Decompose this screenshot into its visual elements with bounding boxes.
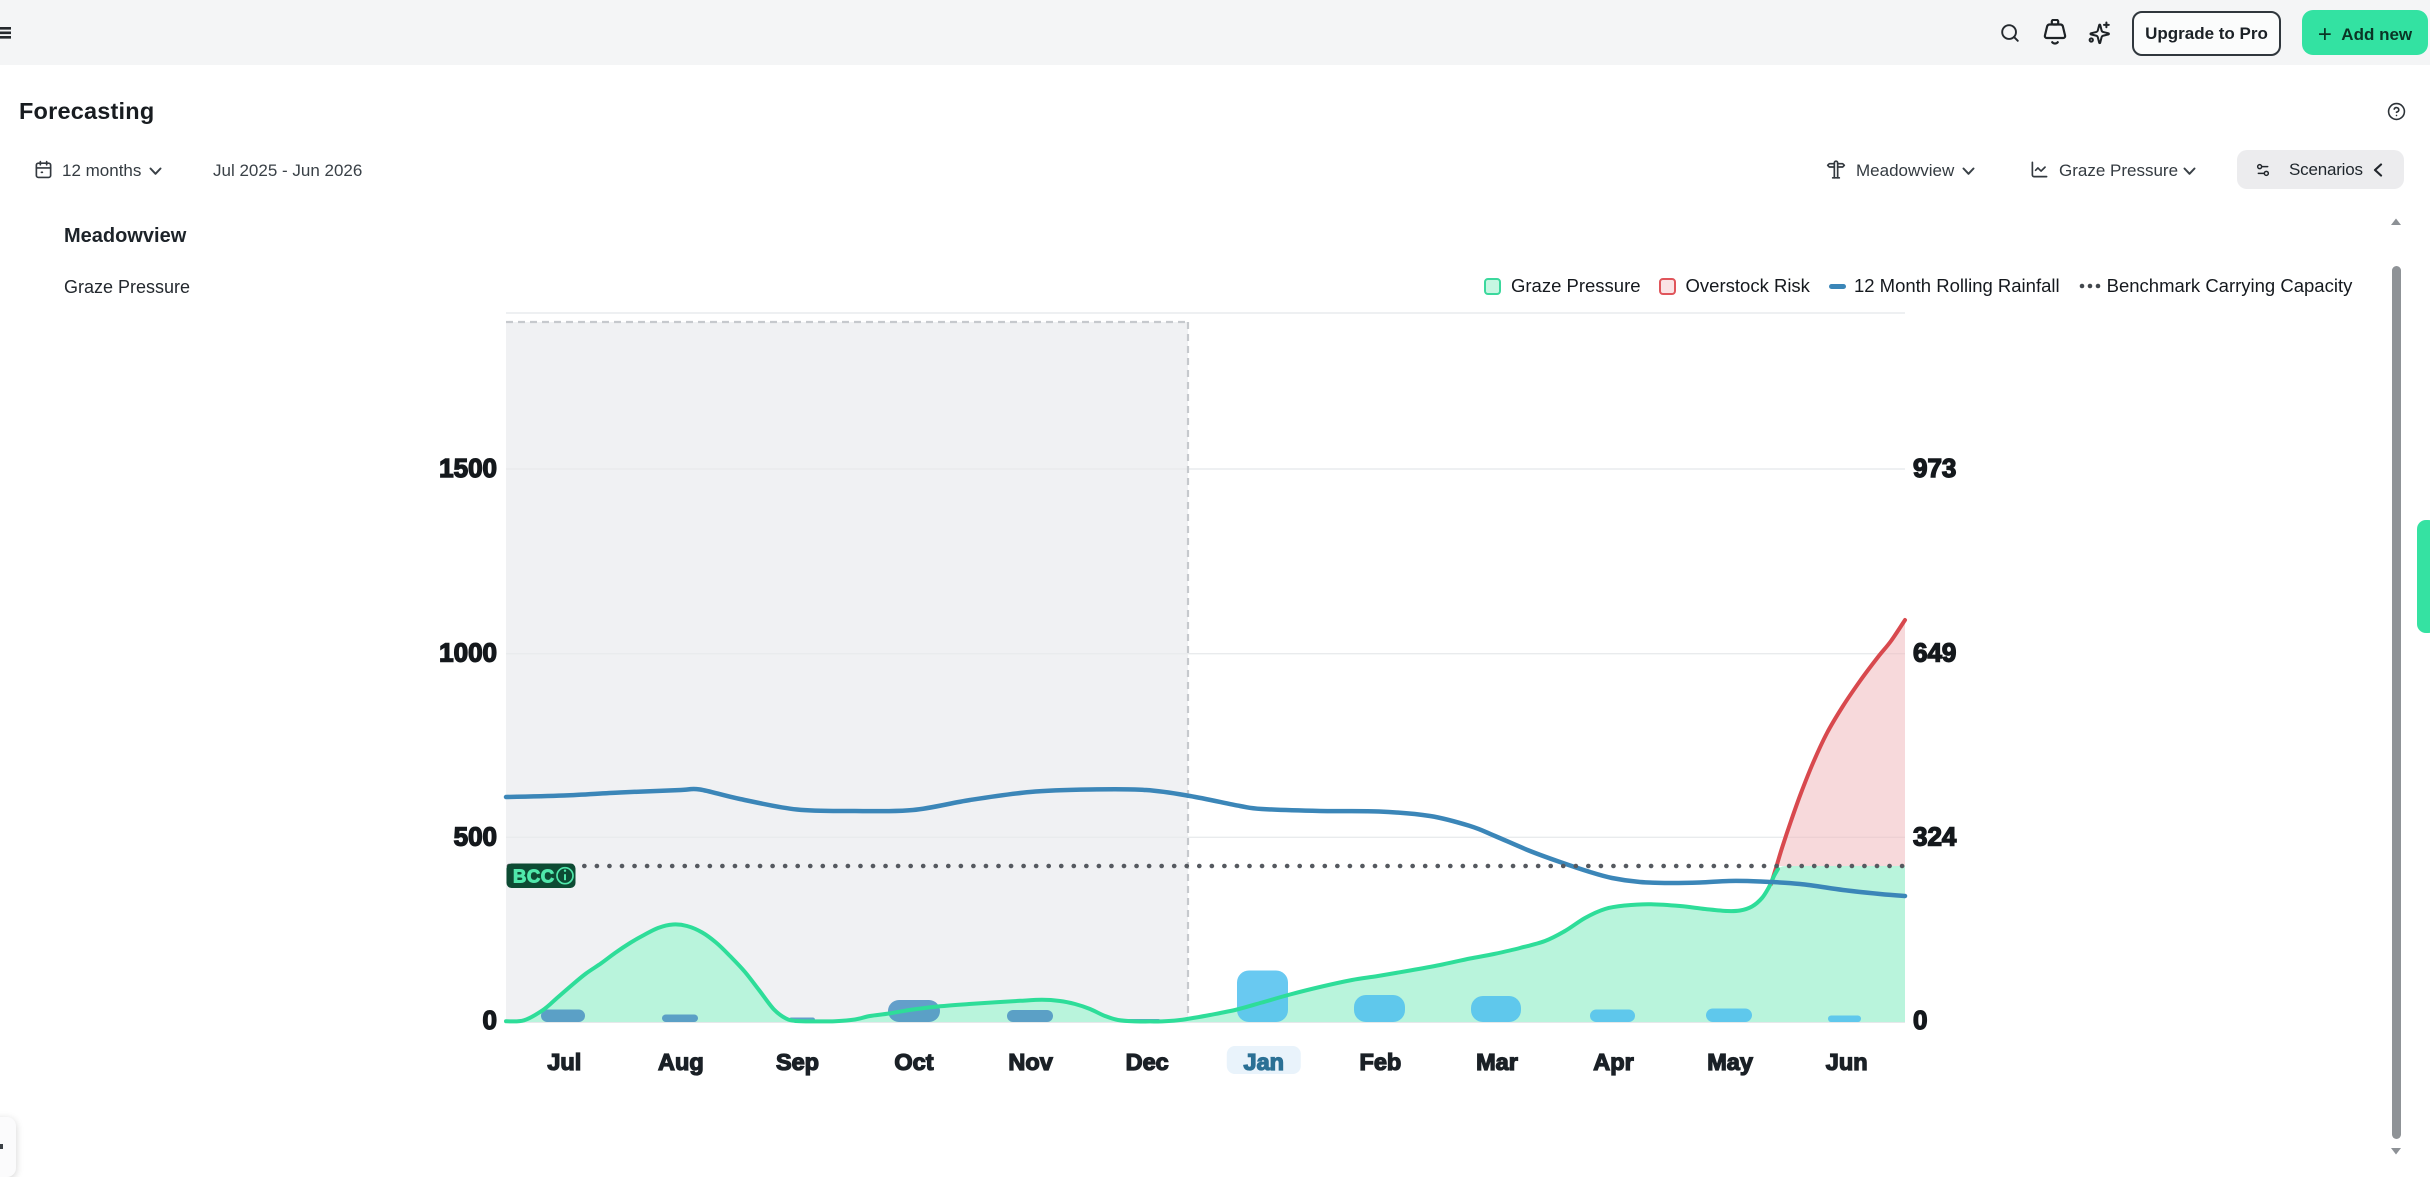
svg-text:Jan: Jan <box>1244 1049 1285 1075</box>
svg-text:Mar: Mar <box>1476 1049 1518 1075</box>
svg-text:Dec: Dec <box>1126 1049 1169 1075</box>
svg-text:973: 973 <box>1913 453 1956 483</box>
svg-text:Oct: Oct <box>894 1049 933 1075</box>
svg-text:Sep: Sep <box>776 1049 819 1075</box>
svg-text:Apr: Apr <box>1593 1049 1633 1075</box>
svg-text:324: 324 <box>1913 821 1957 851</box>
svg-text:May: May <box>1707 1049 1753 1075</box>
svg-text:1500: 1500 <box>439 453 497 483</box>
svg-text:Nov: Nov <box>1008 1049 1052 1075</box>
svg-text:500: 500 <box>454 821 497 851</box>
svg-text:0: 0 <box>483 1005 497 1035</box>
svg-text:Jun: Jun <box>1826 1049 1868 1075</box>
svg-text:1000: 1000 <box>439 638 497 668</box>
svg-text:649: 649 <box>1913 638 1956 668</box>
svg-text:Jul: Jul <box>547 1049 581 1075</box>
svg-text:Feb: Feb <box>1360 1049 1402 1075</box>
svg-text:Aug: Aug <box>658 1049 704 1075</box>
svg-text:BCC: BCC <box>513 866 555 887</box>
svg-text:0: 0 <box>1913 1005 1927 1035</box>
